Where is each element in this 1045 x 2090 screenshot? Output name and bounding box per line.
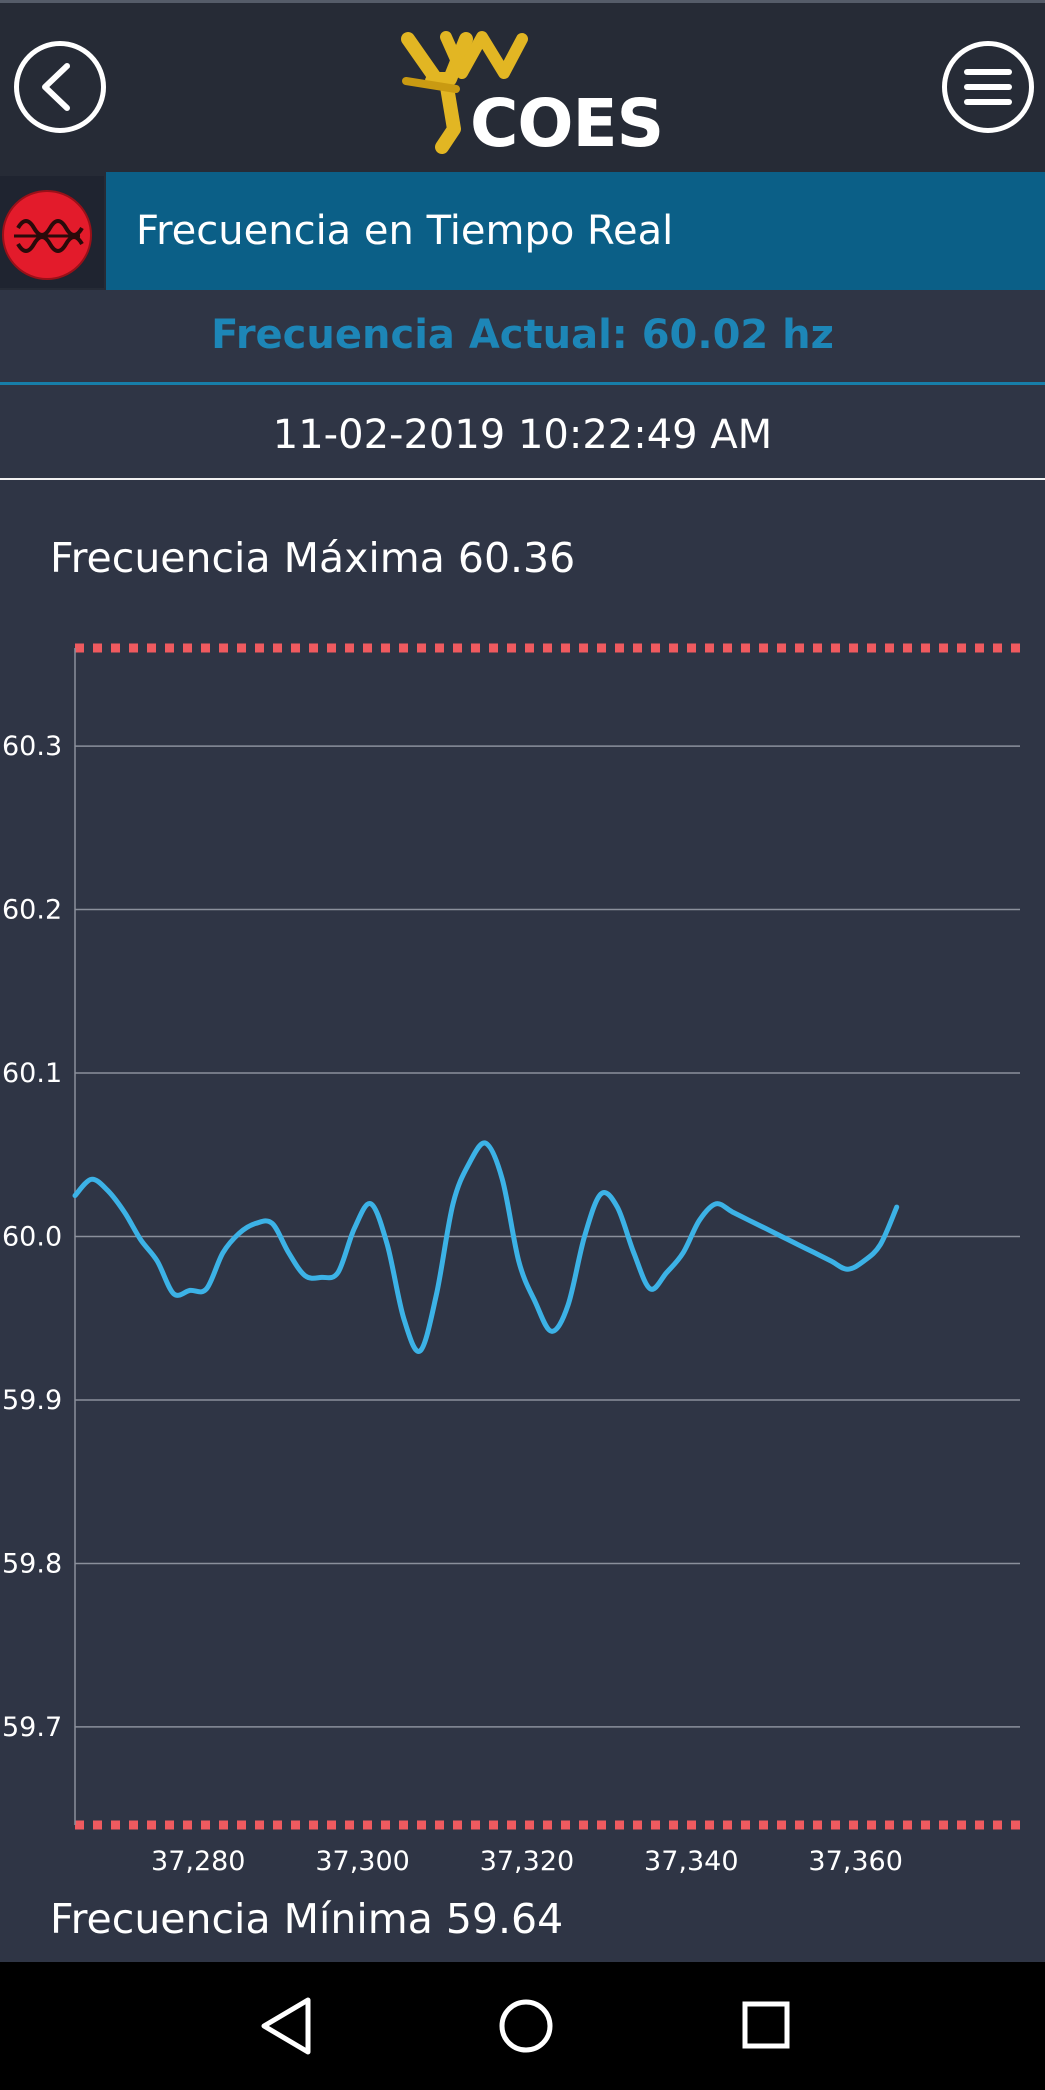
y-tick-label: 59.9 bbox=[2, 1385, 62, 1416]
x-tick-label: 37,320 bbox=[480, 1846, 574, 1877]
app-bar: COES bbox=[0, 0, 1045, 172]
chart-series bbox=[72, 1140, 900, 1354]
timestamp: 11-02-2019 10:22:49 AM bbox=[272, 412, 773, 458]
triangle-back-icon bbox=[261, 1997, 311, 2055]
chart-limits bbox=[75, 643, 1020, 1830]
nav-recent-button[interactable] bbox=[742, 2001, 790, 2049]
y-tick-label: 59.8 bbox=[2, 1548, 62, 1579]
section-header: Frecuencia en Tiempo Real bbox=[0, 172, 1045, 290]
x-tick-label: 37,300 bbox=[315, 1846, 409, 1877]
section-title-bar: Frecuencia en Tiempo Real bbox=[106, 172, 1045, 290]
section-icon-wrap bbox=[0, 176, 104, 288]
chart-tick-labels: 59.7 59.8 59.9 60.0 60.1 60.2 60.3 37,280 37,300… bbox=[2, 731, 903, 1877]
coes-logo bbox=[396, 19, 660, 159]
circle-home-icon bbox=[499, 1999, 553, 2053]
coes-emblem-icon bbox=[401, 31, 528, 154]
nav-back-button[interactable] bbox=[261, 1997, 311, 2055]
y-tick-label: 59.7 bbox=[2, 1712, 62, 1743]
square-recent-icon bbox=[742, 2001, 790, 2049]
frequency-chart: 59.7 59.8 59.9 60.0 60.1 60.2 60.3 37,280 37,300… bbox=[2, 643, 1020, 1877]
x-tick-label: 37,360 bbox=[808, 1846, 902, 1877]
x-tick-label: 37,340 bbox=[644, 1846, 738, 1877]
frequency-wave-icon bbox=[14, 219, 84, 253]
chart-grid bbox=[75, 745, 1020, 1728]
system-navigation-bar bbox=[0, 1962, 1045, 2090]
y-tick-label: 60.3 bbox=[2, 731, 62, 762]
hamburger-menu-icon bbox=[964, 69, 1012, 105]
max-frequency-label: Frecuencia Máxima 60.36 bbox=[50, 534, 576, 582]
nav-home-button[interactable] bbox=[499, 1999, 553, 2053]
y-tick-label: 60.1 bbox=[2, 1058, 62, 1089]
frequency-series-line bbox=[72, 1140, 900, 1354]
y-tick-label: 60.2 bbox=[2, 895, 62, 926]
min-frequency-label: Frecuencia Mínima 59.64 bbox=[50, 1895, 564, 1943]
current-frequency: Frecuencia Actual: 60.02 hz bbox=[211, 312, 834, 358]
menu-button[interactable] bbox=[942, 41, 1034, 133]
back-button[interactable] bbox=[14, 41, 106, 133]
logo-text: COES bbox=[470, 85, 664, 162]
chevron-left-icon bbox=[42, 63, 70, 111]
x-tick-label: 37,280 bbox=[151, 1846, 245, 1877]
y-tick-label: 60.0 bbox=[2, 1222, 62, 1253]
current-frequency-row: Frecuencia Actual: 60.02 hz bbox=[0, 290, 1045, 385]
section-icon bbox=[2, 190, 92, 280]
section-title: Frecuencia en Tiempo Real bbox=[136, 208, 674, 254]
timestamp-row: 11-02-2019 10:22:49 AM bbox=[0, 388, 1045, 480]
